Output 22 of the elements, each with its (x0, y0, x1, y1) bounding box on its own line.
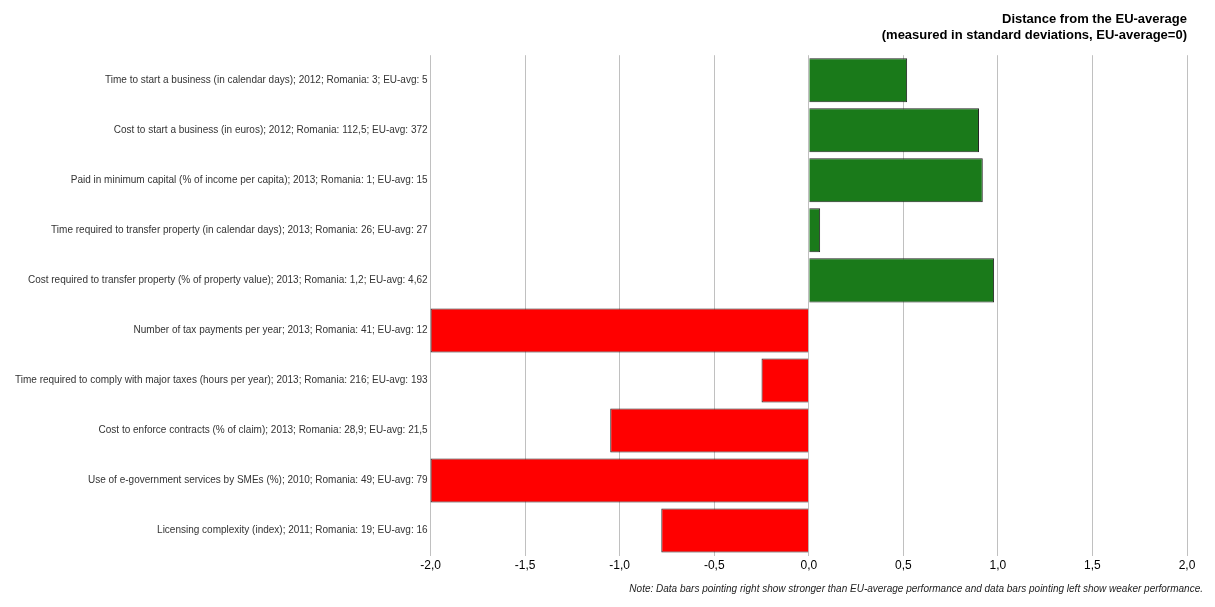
y-tick-label: Paid in minimum capital (% of income per capita); 2013; Romania: 1; EU-avg: 15 (70, 174, 429, 186)
text: Note: Data bars pointing right show stronger than EU-average performance and data bars pointing left show weaker performance. (629, 583, 1203, 594)
x-tick-label: 1,5 (1084, 558, 1102, 573)
chart-subtitle: (measured in standard deviations, EU-average=0) (881, 26, 1187, 42)
y-tick-label: Cost to start a business (in euros); 2012; Romania: 112,5; EU-avg: 372 (113, 124, 429, 136)
x-tick-label: -1,0 (609, 558, 631, 573)
chart-title: Distance from the EU-average (1002, 11, 1187, 27)
x-tick-label: 0,5 (895, 558, 913, 573)
y-tick-label: Time required to comply with major taxes (hours per year); 2013; Romania: 216; EU-avg: 193 (15, 374, 429, 386)
y-tick-label: Licensing complexity (index); 2011; Romania: 19; EU-avg: 16 (157, 524, 429, 536)
y-tick-label: Use of e-government services by SMEs (%); 2010; Romania: 49; EU-avg: 79 (88, 474, 429, 486)
y-tick-label: Cost to enforce contracts (% of claim); 2013; Romania: 28,9; EU-avg: 21,5 (98, 424, 429, 436)
x-tick-label: 0,0 (800, 558, 818, 573)
y-tick-label: Cost required to transfer property (% of property value); 2013; Romania: 1,2; EU-avg: 4,62 (27, 274, 429, 286)
x-tick-label: -1,5 (514, 558, 536, 573)
x-tick-label: 1,0 (989, 558, 1007, 573)
x-tick-label: 2,0 (1178, 558, 1196, 573)
y-tick-label: Number of tax payments per year; 2013; Romania: 41; EU-avg: 12 (133, 324, 429, 336)
x-tick-label: -2,0 (420, 558, 442, 573)
y-tick-label: Time required to transfer property (in calendar days); 2013; Romania: 26; EU-avg: 27 (51, 224, 429, 236)
y-tick-label: Time to start a business (in calendar days); 2012; Romania: 3; EU-avg: 5 (105, 73, 429, 85)
x-tick-label: -0,5 (703, 558, 725, 573)
